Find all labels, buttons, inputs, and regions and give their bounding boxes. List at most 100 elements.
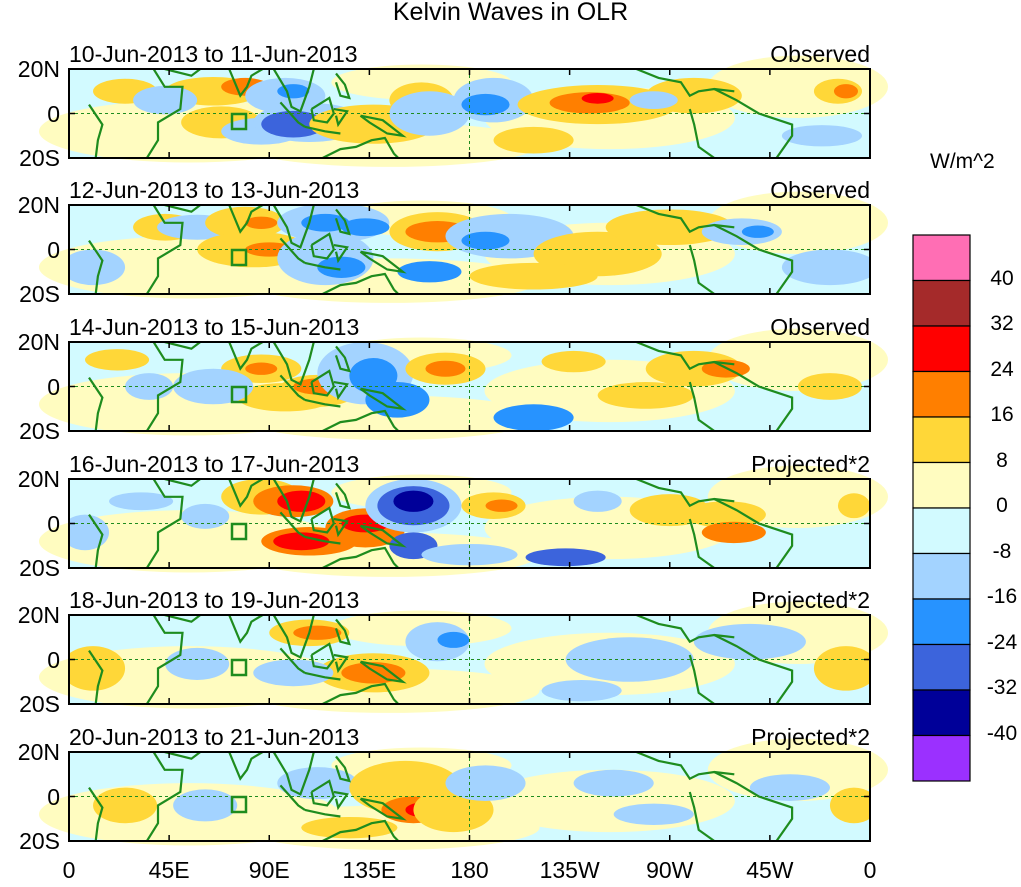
coastline bbox=[272, 205, 315, 249]
olr-anomaly bbox=[85, 349, 150, 371]
coastline bbox=[688, 791, 715, 841]
coastline bbox=[334, 345, 351, 373]
coastline bbox=[272, 752, 315, 796]
colorbar-label: 8 bbox=[996, 448, 1008, 472]
colorbar-swatch bbox=[912, 461, 971, 509]
coastline bbox=[228, 479, 264, 508]
coastline bbox=[145, 615, 184, 704]
olr-anomaly bbox=[341, 218, 390, 237]
olr-anomaly bbox=[69, 249, 126, 286]
coastline bbox=[688, 244, 715, 294]
panel-kind: Observed bbox=[770, 41, 870, 67]
panel-dates: 16-Jun-2013 to 17-Jun-2013 bbox=[69, 451, 360, 477]
coastline bbox=[713, 224, 794, 294]
y-tick-label: 20N bbox=[17, 329, 60, 355]
coastline bbox=[145, 479, 184, 568]
olr-anomaly bbox=[701, 521, 766, 544]
olr-anomaly bbox=[397, 261, 462, 283]
x-tick-label: 180 bbox=[450, 857, 489, 883]
coastline bbox=[334, 72, 351, 100]
colorbar-swatch bbox=[912, 416, 971, 464]
olr-anomaly bbox=[445, 765, 526, 801]
coastline bbox=[304, 125, 341, 135]
coastline bbox=[145, 69, 184, 158]
olr-anomaly bbox=[245, 362, 278, 375]
y-tick-label: 20N bbox=[17, 192, 60, 218]
olr-anomaly bbox=[393, 490, 434, 512]
colorbar-label: -32 bbox=[986, 676, 1018, 699]
colorbar-label: -16 bbox=[986, 585, 1018, 608]
olr-anomaly bbox=[293, 625, 342, 640]
x-tick-label: 135E bbox=[342, 857, 397, 883]
coastline bbox=[359, 387, 407, 411]
olr-anomaly bbox=[573, 769, 654, 797]
olr-anomaly bbox=[109, 492, 174, 511]
coastline bbox=[145, 205, 184, 294]
olr-anomaly bbox=[317, 256, 366, 278]
coastline bbox=[334, 755, 351, 783]
olr-anomaly bbox=[273, 532, 330, 551]
panel-kind: Projected*2 bbox=[751, 451, 870, 477]
y-tick-label: 20N bbox=[17, 466, 60, 492]
coastline bbox=[304, 535, 341, 545]
colorbar-label: -8 bbox=[992, 539, 1012, 563]
coastline bbox=[322, 409, 400, 431]
colorbar-label: 40 bbox=[990, 266, 1014, 290]
colorbar-label: -24 bbox=[986, 630, 1018, 654]
olr-anomaly bbox=[245, 216, 278, 230]
coastline bbox=[333, 244, 349, 264]
map-panel bbox=[38, 738, 889, 850]
y-tick-label: 20N bbox=[17, 602, 60, 628]
y-tick-label: 0 bbox=[47, 510, 60, 537]
coastline bbox=[279, 511, 306, 538]
olr-anomaly bbox=[341, 662, 406, 684]
olr-anomaly bbox=[541, 350, 606, 373]
coastline bbox=[359, 524, 407, 548]
coastline bbox=[322, 136, 400, 158]
olr-anomaly bbox=[685, 501, 766, 528]
coastline bbox=[272, 69, 315, 113]
olr-anomaly bbox=[813, 646, 870, 691]
olr-anomaly bbox=[613, 803, 694, 825]
coastline bbox=[145, 342, 184, 431]
olr-anomaly bbox=[425, 360, 466, 377]
y-tick-label: 20N bbox=[17, 739, 60, 765]
coastline bbox=[164, 752, 201, 760]
y-tick-label: 20S bbox=[19, 828, 60, 854]
coastline bbox=[88, 786, 104, 841]
coastline bbox=[304, 398, 341, 408]
coastline bbox=[322, 546, 400, 568]
coastline bbox=[228, 752, 264, 781]
coastline bbox=[272, 479, 315, 523]
coastline bbox=[310, 96, 336, 124]
coastline bbox=[279, 647, 306, 674]
coastline bbox=[322, 682, 400, 704]
olr-anomaly bbox=[741, 225, 774, 238]
olr-anomaly bbox=[573, 490, 622, 512]
olr-anomaly bbox=[485, 499, 518, 512]
coastline bbox=[310, 642, 336, 670]
olr-anomaly bbox=[749, 774, 830, 801]
colorbar-swatch bbox=[912, 734, 971, 782]
colorbar-swatch bbox=[912, 552, 971, 600]
coastline bbox=[334, 208, 351, 236]
coastline bbox=[164, 205, 201, 213]
coastline bbox=[164, 479, 201, 487]
olr-anomaly bbox=[597, 382, 694, 409]
coastline bbox=[279, 101, 306, 128]
panel-kind: Projected*2 bbox=[751, 724, 870, 750]
x-tick-label: 0 bbox=[62, 857, 76, 883]
olr-anomaly bbox=[629, 91, 678, 110]
coastline bbox=[228, 205, 264, 234]
coastline bbox=[322, 819, 400, 841]
coastline bbox=[713, 634, 794, 704]
coastline bbox=[713, 361, 794, 431]
coastline bbox=[688, 518, 715, 568]
coastline bbox=[304, 808, 341, 818]
coastline bbox=[359, 114, 407, 138]
coastline bbox=[88, 103, 104, 158]
x-tick-label: 90E bbox=[248, 857, 290, 883]
panel-kind: Observed bbox=[770, 314, 870, 340]
coastline bbox=[333, 517, 349, 538]
